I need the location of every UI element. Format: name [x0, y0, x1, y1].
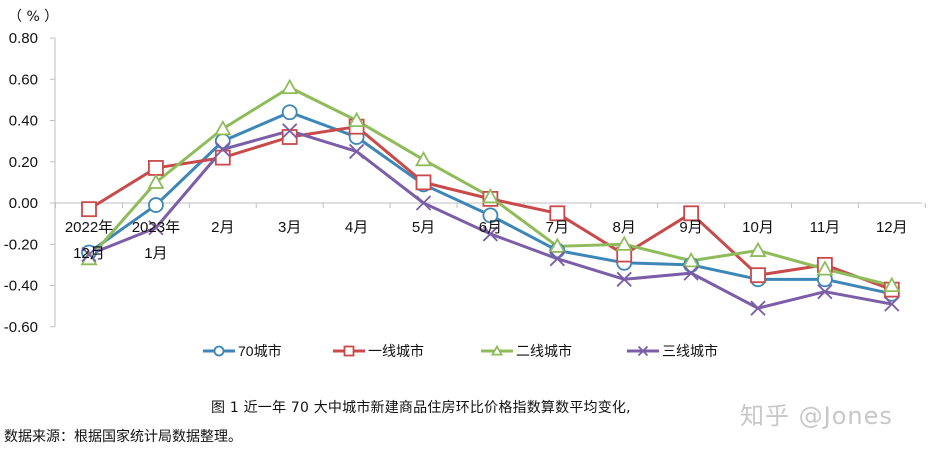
legend-label: 70城市 [238, 343, 282, 359]
x-tick-label: 11月 [810, 219, 841, 236]
legend-label: 三线城市 [662, 343, 718, 359]
square-marker-icon [281, 129, 298, 145]
x-marker-icon [683, 265, 699, 281]
x-tick-label: 1月 [144, 245, 167, 262]
x-marker-icon [482, 226, 499, 242]
x-marker-icon [348, 143, 365, 160]
y-tick-label: 0.00 [9, 195, 38, 212]
legend-label: 一线城市 [368, 343, 424, 359]
triangle-marker-icon [414, 150, 433, 167]
x-marker-icon [549, 251, 565, 267]
series-line [87, 86, 893, 287]
triangle-marker-icon [883, 276, 901, 293]
circle-marker-icon [482, 207, 499, 224]
x-marker-icon [750, 300, 766, 316]
y-tick-label: 0.20 [9, 154, 38, 171]
square-marker-icon [214, 149, 231, 166]
x-marker-icon [148, 220, 164, 236]
triangle-marker-icon [214, 119, 232, 136]
triangle-marker-icon [481, 187, 499, 204]
legend-item: 二线城市 [481, 343, 572, 359]
legend-item: 一线城市 [333, 343, 424, 359]
triangle-marker-icon [816, 260, 834, 276]
x-tick-label: 2月 [211, 219, 234, 236]
triangle-marker-icon [548, 237, 566, 253]
data-source-note: 数据来源：根据国家统计局数据整理。 [4, 429, 242, 445]
y-tick-label: 0.40 [9, 113, 38, 130]
legend-item: 三线城市 [627, 343, 718, 359]
triangle-marker-icon [682, 251, 700, 268]
x-tick-label: 10月 [742, 219, 774, 236]
circle-marker-icon [213, 345, 225, 357]
x-marker-icon [616, 271, 632, 287]
x-tick-label: 3月 [278, 219, 301, 236]
y-tick-label: 0.80 [9, 30, 38, 47]
circle-marker-icon [214, 133, 231, 150]
square-marker-icon [750, 267, 766, 284]
line-chart: 0.80 0.60 0.40 0.20 0.00 -0.20 -0.40 -0.60 2022年… [4, 30, 926, 359]
x-tick-label: 8月 [613, 219, 636, 236]
x-tick-label: 7月 [546, 219, 569, 236]
x-tick-label: 2023年 [132, 219, 180, 236]
x-tick-label: 12月 [73, 245, 105, 262]
x-marker-icon [817, 284, 833, 300]
x-tick-label: 5月 [412, 219, 435, 236]
triangle-marker-icon [615, 235, 633, 251]
x-tick-label: 12月 [876, 219, 908, 236]
x-tick-label: 9月 [679, 219, 702, 236]
triangle-marker-icon [281, 78, 299, 94]
series-group [80, 78, 901, 316]
x-tick-label: 4月 [345, 219, 368, 236]
square-marker-icon [683, 205, 699, 222]
square-marker-icon [415, 174, 432, 191]
square-marker-icon [81, 201, 97, 218]
square-marker-icon [147, 160, 164, 176]
circle-marker-icon [147, 197, 164, 213]
legend-item: 70城市 [203, 343, 282, 359]
y-tick-label: 0.60 [9, 71, 38, 88]
x-tick-label: 6月 [479, 219, 502, 236]
y-tick-label: -0.60 [4, 319, 38, 336]
x-tick-label: 2022年 [65, 219, 113, 236]
figure-caption: 图 1 近一年 70 大中城市新建商品住房环比价格指数算数平均变化, [211, 400, 631, 416]
legend-label: 二线城市 [516, 343, 572, 359]
triangle-marker-icon [147, 173, 165, 189]
triangle-marker-icon [749, 241, 767, 257]
triangle-marker-icon [348, 111, 366, 127]
square-marker-icon [549, 205, 566, 222]
square-marker-icon [343, 345, 355, 357]
zhihu-watermark: 知乎 @Jones [740, 402, 893, 430]
x-marker-icon [215, 141, 231, 158]
triangle-marker-icon [490, 344, 504, 356]
circle-marker-icon [281, 104, 298, 121]
x-marker-icon [81, 246, 97, 263]
x-marker-icon [637, 345, 649, 357]
x-marker-icon [282, 123, 298, 139]
x-marker-icon [415, 195, 432, 211]
x-marker-icon [884, 296, 900, 312]
y-tick-label: -0.20 [4, 236, 38, 253]
y-tick-label: -0.40 [4, 278, 38, 295]
y-axis-unit-label: （ % ） [8, 9, 59, 25]
